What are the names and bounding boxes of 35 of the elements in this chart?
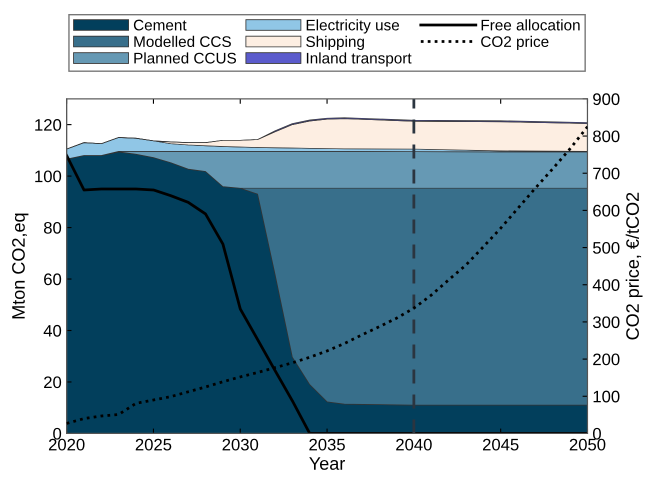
x-tick-label: 2040 [396, 438, 432, 451]
x-tick-label: 2025 [136, 438, 172, 451]
x-axis-title: Year [309, 457, 346, 470]
y-tick-label: 120 [35, 119, 62, 131]
y-tick-label: 60 [44, 273, 62, 286]
x-tick-label: 2030 [222, 438, 258, 451]
legend-label: Planned CCUS [134, 52, 236, 64]
y-axis-title: Mton CO2,eq [12, 214, 28, 318]
legend-label: Electricity use [306, 19, 400, 34]
legend-label: Cement [134, 20, 187, 30]
legend-label: Free allocation [482, 19, 580, 30]
y2-tick-label: 300 [592, 316, 620, 328]
y2-tick-label: 0 [592, 428, 601, 440]
legend-label: Shipping [306, 36, 364, 50]
y-tick-label: 20 [44, 376, 62, 388]
y2-tick-label: 200 [593, 353, 620, 366]
y2-axis-title: CO2 price, €/tCO2 [626, 192, 643, 340]
x-tick-label: 2020 [48, 438, 85, 451]
legend-label: CO2 price [481, 36, 548, 50]
y2-tick-label: 400 [592, 279, 620, 291]
y-tick-label: 0 [53, 428, 62, 440]
y2-tick-label: 100 [594, 390, 620, 402]
y2-tick-label: 600 [593, 204, 620, 217]
y-tick-label: 40 [44, 324, 62, 337]
x-tick-label: 2050 [570, 438, 606, 451]
y2-tick-label: 700 [593, 168, 620, 180]
legend-label: Modelled CCS [134, 36, 231, 48]
y2-tick-label: 500 [593, 242, 620, 254]
y2-tick-label: 800 [593, 130, 620, 142]
x-tick-label: 2045 [482, 438, 519, 451]
y-tick-label: 100 [35, 170, 62, 182]
y-tick-label: 80 [44, 222, 62, 234]
y2-tick-label: 900 [593, 93, 620, 106]
legend-label: Inland transport [306, 52, 412, 67]
x-tick-label: 2035 [309, 438, 345, 451]
